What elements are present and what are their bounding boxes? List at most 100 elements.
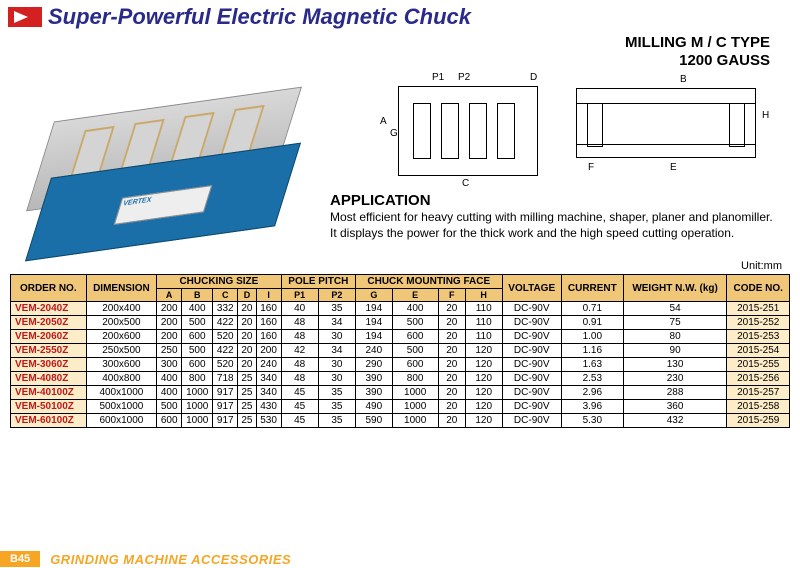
cell: 520 <box>213 358 238 372</box>
cell: 2015-253 <box>727 330 790 344</box>
col-header: ORDER NO. <box>11 275 87 302</box>
cell: 80 <box>623 330 727 344</box>
cell: 200 <box>256 344 281 358</box>
cell: 2015-256 <box>727 372 790 386</box>
cell: DC-90V <box>502 372 561 386</box>
cell: 360 <box>623 400 727 414</box>
cell: 90 <box>623 344 727 358</box>
cell: VEM-60100Z <box>11 414 87 428</box>
cell: 430 <box>256 400 281 414</box>
cell: 300x600 <box>86 358 157 372</box>
cell: 120 <box>465 386 502 400</box>
cell: 48 <box>281 358 318 372</box>
sub-header: C <box>213 289 238 302</box>
col-header: WEIGHT N.W. (kg) <box>623 275 727 302</box>
cell: 500 <box>182 344 213 358</box>
cell: 20 <box>438 386 465 400</box>
cell: 530 <box>256 414 281 428</box>
product-photo: VERTEX <box>10 74 320 254</box>
cell: 54 <box>623 302 727 316</box>
cell: 1.16 <box>561 344 623 358</box>
cell: 120 <box>465 414 502 428</box>
cell: 0.91 <box>561 316 623 330</box>
sub-header: D <box>238 289 256 302</box>
cell: 500 <box>392 344 438 358</box>
cell: 250x500 <box>86 344 157 358</box>
sub-header: I <box>256 289 281 302</box>
cell: 160 <box>256 302 281 316</box>
cell: 34 <box>318 316 355 330</box>
cell: VEM-2060Z <box>11 330 87 344</box>
cell: 0.71 <box>561 302 623 316</box>
cell: VEM-4080Z <box>11 372 87 386</box>
cell: VEM-2550Z <box>11 344 87 358</box>
cell: 45 <box>281 414 318 428</box>
cell: 20 <box>438 400 465 414</box>
cell: 20 <box>438 316 465 330</box>
cell: 400 <box>157 372 182 386</box>
col-header: CHUCK MOUNTING FACE <box>356 275 502 289</box>
table-row: VEM-3060Z300x600300600520202404830290600… <box>11 358 790 372</box>
cell: 600 <box>392 330 438 344</box>
cell: 25 <box>238 414 256 428</box>
cell: 48 <box>281 372 318 386</box>
brand-logo <box>8 7 42 27</box>
cell: VEM-3060Z <box>11 358 87 372</box>
cell: 600 <box>392 358 438 372</box>
cell: 25 <box>238 372 256 386</box>
cell: 45 <box>281 400 318 414</box>
cell: 35 <box>318 302 355 316</box>
cell: 120 <box>465 372 502 386</box>
sub-header: E <box>392 289 438 302</box>
cell: 45 <box>281 386 318 400</box>
cell: 120 <box>465 400 502 414</box>
col-header: CHUCKING SIZE <box>157 275 281 289</box>
cell: 422 <box>213 344 238 358</box>
cell: 25 <box>238 400 256 414</box>
cell: 240 <box>256 358 281 372</box>
cell: 194 <box>356 330 393 344</box>
subhead-type: MILLING M / C TYPE <box>0 34 770 52</box>
cell: 30 <box>318 372 355 386</box>
cell: 250 <box>157 344 182 358</box>
cell: 1000 <box>182 400 213 414</box>
cell: 48 <box>281 330 318 344</box>
cell: VEM-40100Z <box>11 386 87 400</box>
cell: 110 <box>465 316 502 330</box>
cell: 20 <box>438 330 465 344</box>
cell: DC-90V <box>502 316 561 330</box>
cell: 2015-251 <box>727 302 790 316</box>
cell: 40 <box>281 302 318 316</box>
cell: 160 <box>256 330 281 344</box>
cell: 42 <box>281 344 318 358</box>
unit-label: Unit:mm <box>0 260 800 272</box>
cell: 200x600 <box>86 330 157 344</box>
cell: 500 <box>182 316 213 330</box>
cell: 400 <box>182 302 213 316</box>
cell: 110 <box>465 302 502 316</box>
cell: 35 <box>318 386 355 400</box>
cell: 2015-258 <box>727 400 790 414</box>
cell: 20 <box>238 316 256 330</box>
cell: 917 <box>213 400 238 414</box>
cell: 490 <box>356 400 393 414</box>
cell: 120 <box>465 358 502 372</box>
cell: DC-90V <box>502 344 561 358</box>
table-row: VEM-40100Z400x10004001000917253404535390… <box>11 386 790 400</box>
cell: 30 <box>318 358 355 372</box>
cell: DC-90V <box>502 400 561 414</box>
cell: 340 <box>256 386 281 400</box>
cell: 200 <box>157 330 182 344</box>
cell: 75 <box>623 316 727 330</box>
cell: 160 <box>256 316 281 330</box>
table-row: VEM-60100Z600x10006001000917255304535590… <box>11 414 790 428</box>
cell: 288 <box>623 386 727 400</box>
page-number: B45 <box>0 551 40 567</box>
cell: 20 <box>438 302 465 316</box>
cell: 600 <box>182 330 213 344</box>
cell: VEM-2040Z <box>11 302 87 316</box>
cell: 500x1000 <box>86 400 157 414</box>
table-row: VEM-2040Z200x400200400332201604035194400… <box>11 302 790 316</box>
cell: 718 <box>213 372 238 386</box>
col-header: VOLTAGE <box>502 275 561 302</box>
